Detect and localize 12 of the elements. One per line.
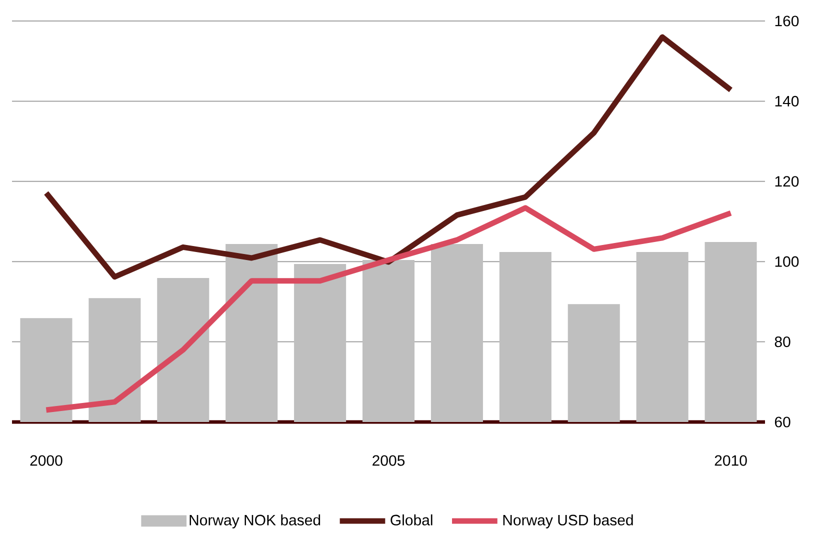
- y-tick-label: 120: [775, 176, 799, 187]
- y-tick-label: 140: [775, 96, 799, 106]
- y-tick-label: 100: [775, 256, 799, 267]
- legend-label: Global: [390, 514, 432, 526]
- x-tick-label: 2005: [372, 455, 405, 466]
- x-tick-label: 2010: [714, 455, 747, 466]
- y-tick-label: 60: [774, 416, 790, 428]
- legend-label: Norway NOK based: [190, 514, 320, 528]
- y-tick-label: 80: [774, 336, 790, 348]
- legend-label: Norway USD based: [503, 514, 633, 528]
- y-tick-label: 160: [775, 16, 799, 26]
- x-tick-label: 2000: [30, 455, 62, 466]
